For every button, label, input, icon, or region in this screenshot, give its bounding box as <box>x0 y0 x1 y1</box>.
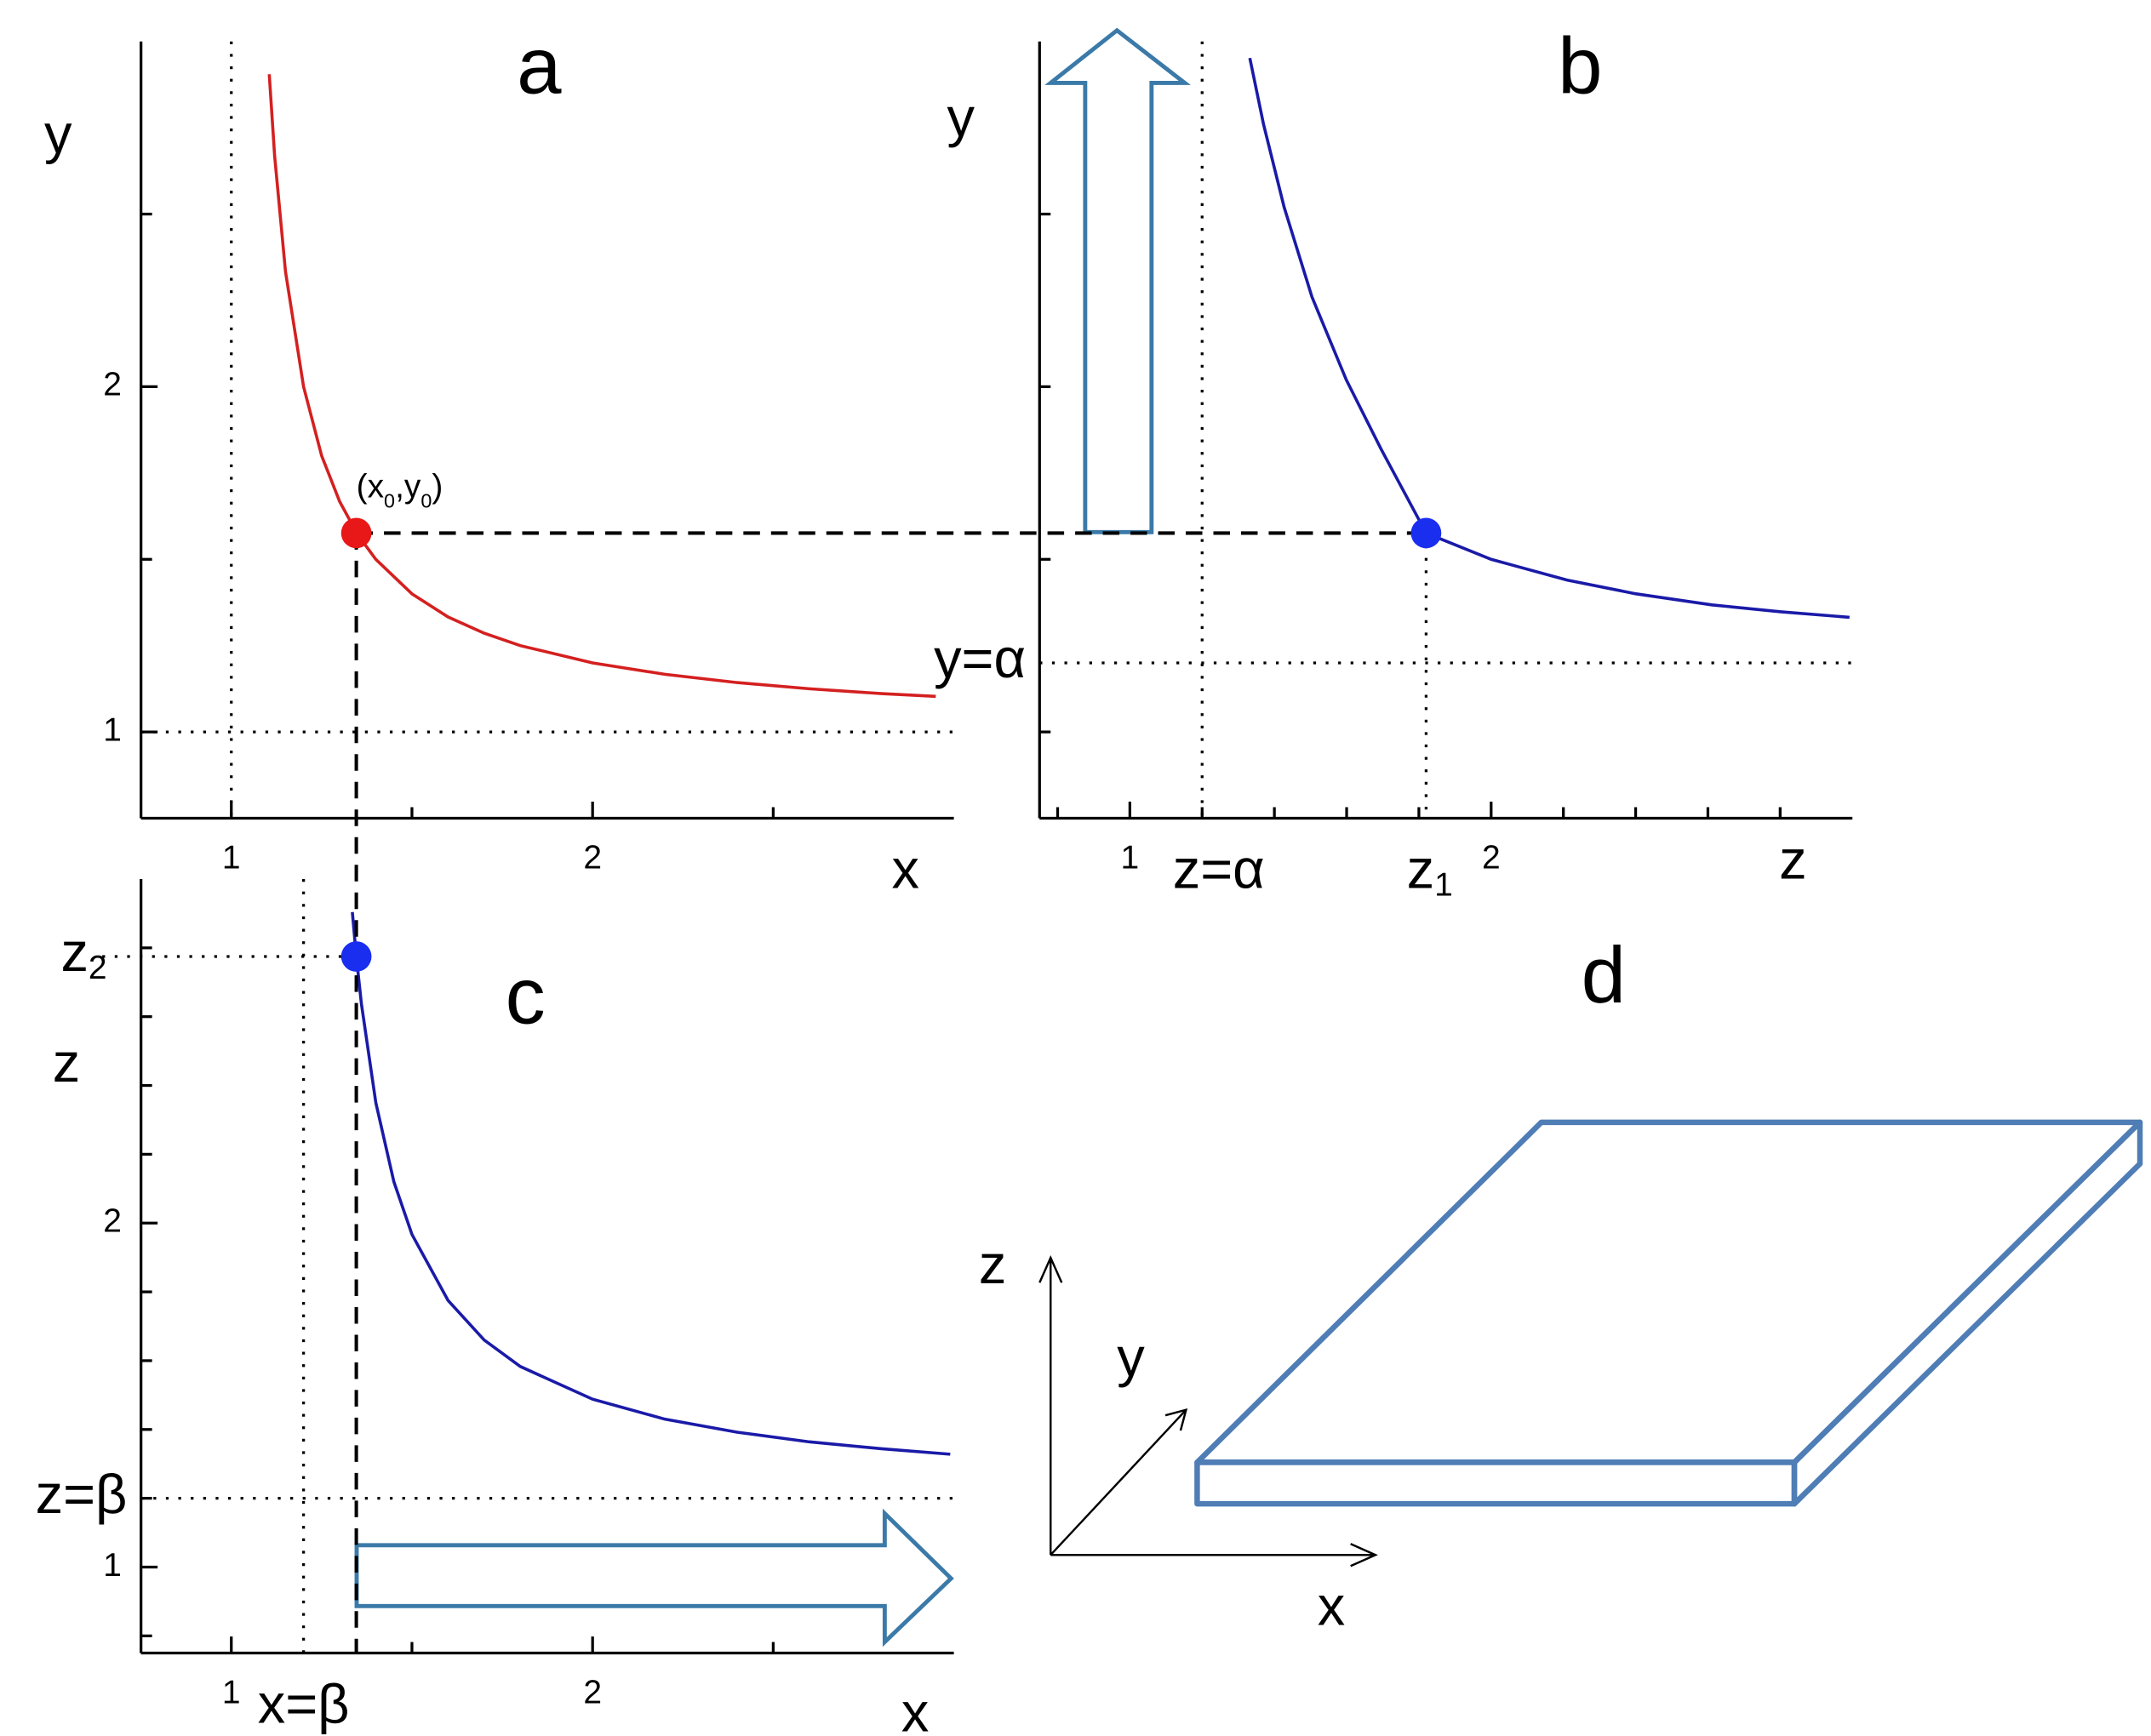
subscript: 0 <box>384 490 395 512</box>
subscript: 0 <box>420 490 432 512</box>
point <box>340 941 372 972</box>
y-axis <box>1050 1408 1187 1556</box>
arrow-outline <box>354 1508 954 1647</box>
panel-letter: d <box>1582 930 1626 1019</box>
subscript: 2 <box>89 950 107 986</box>
x-tick-label: 2 <box>583 840 602 877</box>
plate-side <box>1791 1119 2143 1507</box>
y-tick-label: 1 <box>103 711 122 748</box>
x-tick-label: 2 <box>1482 840 1501 877</box>
arrow-head <box>1350 1543 1378 1568</box>
arrow-head <box>1164 1408 1188 1431</box>
curve <box>351 911 951 1456</box>
y-tick-label: 2 <box>103 1203 122 1240</box>
plate-front <box>1194 1459 1798 1507</box>
arrow-head <box>1038 1255 1063 1283</box>
vline-label: x=β <box>258 1673 350 1735</box>
point <box>340 517 372 549</box>
panel-d: d z y x <box>979 930 2143 1636</box>
axis-label: x <box>1318 1574 1345 1636</box>
panel-letter: c <box>506 951 546 1040</box>
hline-label: z=β <box>36 1463 128 1525</box>
point-label: z2 <box>60 921 106 986</box>
panel-letter: a <box>517 20 562 110</box>
label-part: ) <box>432 469 443 505</box>
x-axis-label: x <box>892 838 919 900</box>
label-part: z <box>60 921 88 983</box>
y-tick-label: 2 <box>103 367 122 403</box>
label-part: (x <box>357 469 385 505</box>
plate <box>1194 1119 2143 1507</box>
axes-3d <box>1038 1255 1378 1568</box>
y-axis-label: y <box>947 86 975 148</box>
label-part: ,y <box>395 469 421 505</box>
arrow-outline <box>1044 27 1191 534</box>
y-axis-label: y <box>44 103 72 165</box>
vline-label: z=α <box>1173 838 1265 900</box>
curve <box>267 74 936 699</box>
axis-label: z <box>979 1233 1006 1295</box>
panel-letter: b <box>1558 20 1602 110</box>
x-axis-label: z <box>1779 828 1806 890</box>
subscript: 1 <box>1434 867 1453 904</box>
x-tick-label: 1 <box>222 1675 241 1711</box>
axis-label: y <box>1117 1326 1145 1388</box>
hline-label: y=α <box>934 627 1026 689</box>
x-axis-label: x <box>901 1681 929 1736</box>
label-part: z <box>1407 838 1434 900</box>
x-tick-label: 1 <box>1121 840 1140 877</box>
x-tick-label: 2 <box>583 1675 602 1711</box>
y-tick-label: 1 <box>103 1547 122 1584</box>
y-axis-label: z <box>53 1031 80 1094</box>
point-label: z1 <box>1407 838 1453 904</box>
point <box>1410 517 1442 549</box>
point-label: (x0,y0) <box>357 469 443 512</box>
plate-top <box>1194 1119 2143 1465</box>
arrow-right <box>354 1508 954 1647</box>
x-tick-label: 1 <box>222 840 241 877</box>
arrow-up <box>1044 27 1191 534</box>
